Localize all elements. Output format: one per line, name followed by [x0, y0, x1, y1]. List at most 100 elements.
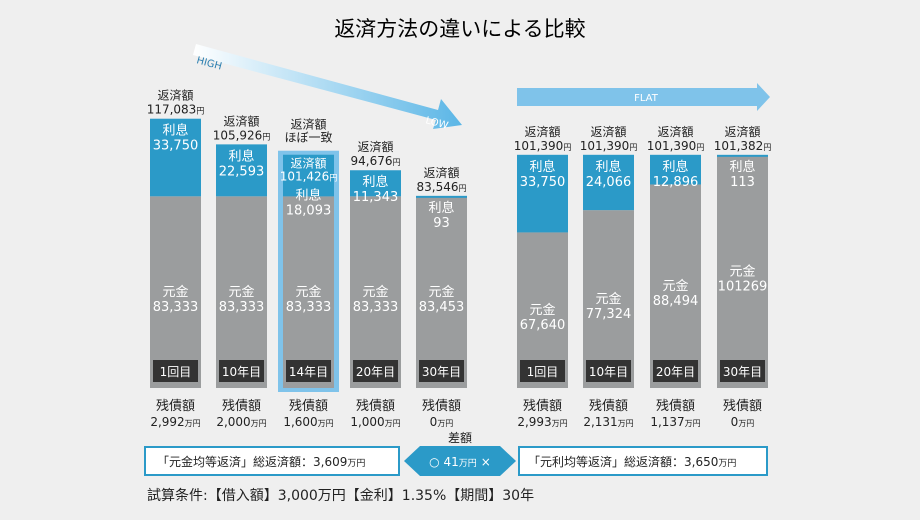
repay-total: 101,390円 [514, 139, 572, 153]
principal-bar [650, 184, 701, 388]
interest-bar [517, 154, 568, 233]
interest-label: 利息 [428, 200, 454, 216]
summary-left-text: 「元金均等返済」総返済額：3,609万円 [157, 454, 365, 469]
principal-value: 88,494 [653, 294, 699, 309]
diff-arrow [404, 446, 516, 476]
remaining-label: 残債額 [222, 399, 261, 414]
summary-right-box [518, 446, 768, 476]
remaining-value: 0万円 [430, 415, 454, 429]
interest-bar [650, 154, 701, 185]
period-badge [353, 360, 398, 382]
remaining-label: 残債額 [156, 399, 195, 414]
interest-label: 利息 [529, 159, 555, 175]
principal-value: 101269 [718, 280, 768, 295]
principal-label: 元金 [228, 284, 254, 300]
principal-label: 元金 [362, 284, 388, 300]
repay-label: 返済額 [157, 88, 193, 103]
principal-label: 元金 [529, 302, 555, 318]
principal-bar [283, 196, 334, 388]
remaining-value: 1,137万円 [650, 415, 700, 429]
period-badge [219, 360, 264, 382]
remaining-value: 2,993万円 [517, 415, 567, 429]
interest-bar [350, 170, 401, 197]
repay-label: 返済額 [223, 113, 259, 128]
period-label: 14年目 [289, 365, 328, 379]
interest-label: 利息 [295, 188, 321, 204]
remaining-label: 残債額 [356, 399, 395, 414]
interest-label: 利息 [729, 159, 755, 175]
interest-bar [150, 118, 201, 197]
interest-label: 利息 [662, 159, 688, 175]
period-label: 30年目 [422, 365, 461, 379]
interest-label: 利息 [362, 174, 388, 190]
period-label: 20年目 [656, 365, 695, 379]
principal-bar [583, 210, 634, 388]
remaining-label: 残債額 [589, 399, 628, 414]
remaining-label: 残債額 [723, 399, 762, 414]
period-badge [419, 360, 464, 382]
principal-label: 元金 [729, 264, 755, 280]
principal-label: 元金 [295, 284, 321, 300]
interest-bar [283, 154, 334, 197]
repay-total: 101,382円 [714, 139, 772, 153]
remaining-label: 残債額 [523, 399, 562, 414]
interest-bar [583, 154, 634, 211]
repay-total: 101,390円 [647, 139, 705, 153]
interest-value: 33,750 [153, 139, 199, 154]
interest-value: 93 [433, 216, 450, 231]
principal-bar [350, 196, 401, 388]
summary-left-box [144, 446, 400, 476]
principal-bar [416, 196, 467, 388]
repay-total: 83,546円 [417, 180, 467, 194]
high-low-arrow-shape [193, 44, 462, 129]
remaining-value: 0万円 [731, 415, 755, 429]
principal-bar [150, 196, 201, 388]
period-badge [520, 360, 565, 382]
principal-value: 83,333 [219, 300, 265, 315]
flat-label: FLAT [634, 93, 659, 104]
remaining-label: 残債額 [289, 399, 328, 414]
principal-label: 元金 [162, 284, 188, 300]
repay-total: 101,390円 [580, 139, 638, 153]
repay-label: 返済額 [590, 124, 626, 139]
repay-total: 94,676円 [351, 154, 401, 168]
interest-value: 22,593 [219, 164, 265, 179]
repay-total: 117,083円 [147, 103, 205, 117]
principal-bar [717, 155, 768, 388]
repay-label: 返済額 [423, 165, 459, 180]
period-badge [286, 360, 331, 382]
summary-right-text: 「元利均等返済」総返済額：3,650万円 [528, 454, 736, 469]
principal-label: 元金 [662, 278, 688, 294]
interest-label: 利息 [228, 148, 254, 164]
remaining-value: 2,131万円 [583, 415, 633, 429]
remaining-value: 2,992万円 [150, 415, 200, 429]
interest-value: 18,093 [286, 204, 332, 219]
flat-arrow-shape [517, 83, 770, 111]
bar-groups: 返済額117,083円利息33,750元金83,3331回目残債額2,992万円… [147, 88, 772, 429]
interest-value: 12,896 [653, 175, 699, 190]
remaining-value: 2,000万円 [216, 415, 266, 429]
remaining-label: 残債額 [656, 399, 695, 414]
period-badge [586, 360, 631, 382]
repay-label: 返済額 [724, 124, 760, 139]
interest-bar [216, 144, 267, 197]
repay-label: 返済額 [657, 124, 693, 139]
repay-label: 返済額 [524, 124, 560, 139]
flat-arrow: FLAT [517, 83, 770, 111]
interest-bar [416, 195, 467, 198]
principal-value: 77,324 [586, 307, 632, 322]
repay-label: 返済額 [290, 117, 326, 132]
repay-total: 105,926円 [213, 128, 271, 142]
period-label: 1回目 [160, 365, 192, 379]
summary-row: 「元金均等返済」総返済額：3,609万円 差額 ○ 41万円 × 「元利均等返済」… [144, 431, 768, 476]
interest-value: 11,343 [353, 190, 399, 205]
period-badge [653, 360, 698, 382]
principal-bar [216, 196, 267, 388]
repay-label: 返済額 [357, 139, 393, 154]
period-badge [720, 360, 765, 382]
period-label: 10年目 [589, 365, 628, 379]
chart-title: 返済方法の違いによる比較 [334, 17, 585, 41]
diff-label: 差額 [448, 431, 472, 445]
interest-label: 利息 [595, 159, 621, 175]
